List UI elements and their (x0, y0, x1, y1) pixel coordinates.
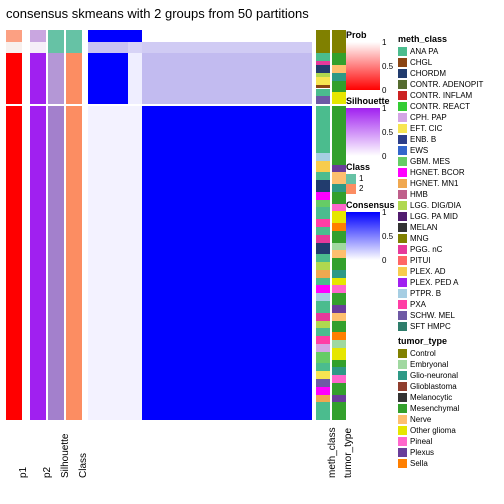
col-heat-top (88, 30, 128, 420)
legend-item: Control (398, 348, 502, 359)
legend-item: SFT HMPC (398, 321, 502, 332)
x-axis-labels: p1p2SilhouetteClassmeth_classtumor_type (6, 423, 346, 498)
legend-item: HGNET. MN1 (398, 178, 502, 189)
legend-item: Glioblastoma (398, 381, 502, 392)
legend-item: LGG. PA MID (398, 211, 502, 222)
legend-item: Other glioma (398, 425, 502, 436)
xlabel-tumor_type: tumor_type (343, 428, 354, 478)
xlabel-p1: p1 (18, 467, 29, 478)
xlabel-Silhouette: Silhouette (60, 434, 71, 478)
col-heat-main (142, 30, 312, 420)
legend-item: PLEX. PED A (398, 277, 502, 288)
legend-consensus: Consensus10.50 (346, 200, 394, 260)
legend-item: Nerve (398, 414, 502, 425)
legend-item: EFT. CIC (398, 123, 502, 134)
legend-item: PITUI (398, 255, 502, 266)
legend-item: CPH. PAP (398, 112, 502, 123)
legend-item: Melanocytic (398, 392, 502, 403)
legend-item: CHORDM (398, 68, 502, 79)
legend-item: Embryonal (398, 359, 502, 370)
xlabel-Class: Class (78, 453, 89, 478)
legend-item: LGG. DIG/DIA (398, 200, 502, 211)
legend-item: MNG (398, 233, 502, 244)
legend-item: ANA PA (398, 46, 502, 57)
mid-legends: Prob10.50 Silhouette10.50 Class12 Consensus… (346, 30, 394, 266)
legend-item: HGNET. BCOR (398, 167, 502, 178)
legend-item: PTPR. B (398, 288, 502, 299)
col-p1 (6, 30, 22, 420)
legend-item: Pineal (398, 436, 502, 447)
legend-item: CONTR. INFLAM (398, 90, 502, 101)
plot-title: consensus skmeans with 2 groups from 50 … (6, 6, 309, 21)
xlabel-meth_class: meth_class (327, 427, 338, 478)
legend-item: Mesenchymal (398, 403, 502, 414)
legend-item: Glio-neuronal (398, 370, 502, 381)
legend-item: GBM. MES (398, 156, 502, 167)
right-legends: meth_class ANA PACHGLCHORDMCONTR. ADENOPI… (398, 30, 502, 469)
legend-item: PGG. nC (398, 244, 502, 255)
heatmap-area (6, 30, 346, 420)
legend-item: SCHW. MEL (398, 310, 502, 321)
legend-item: PLEX. AD (398, 266, 502, 277)
legend-item: CONTR. ADENOPIT (398, 79, 502, 90)
xlabel-p2: p2 (42, 467, 53, 478)
legend-item: CONTR. REACT (398, 101, 502, 112)
legend-item: Sella (398, 458, 502, 469)
col-p2 (30, 30, 46, 420)
legend-item: EWS (398, 145, 502, 156)
legend-title-meth_class: meth_class (398, 34, 502, 44)
col-Silhouette (48, 30, 64, 420)
legend-item: MELAN (398, 222, 502, 233)
legend-prob: Prob10.50 (346, 30, 394, 90)
col-tumor_type (332, 30, 346, 420)
legend-class: Class12 (346, 162, 394, 194)
legend-title-tumor_type: tumor_type (398, 336, 502, 346)
col-Class (66, 30, 82, 420)
col-meth_class (316, 30, 330, 420)
legend-item: Plexus (398, 447, 502, 458)
legend-silhouette: Silhouette10.50 (346, 96, 394, 156)
legend-item: CHGL (398, 57, 502, 68)
col-heat-mid (128, 30, 142, 420)
legend-item: PXA (398, 299, 502, 310)
legend-item: ENB. B (398, 134, 502, 145)
legend-item: HMB (398, 189, 502, 200)
